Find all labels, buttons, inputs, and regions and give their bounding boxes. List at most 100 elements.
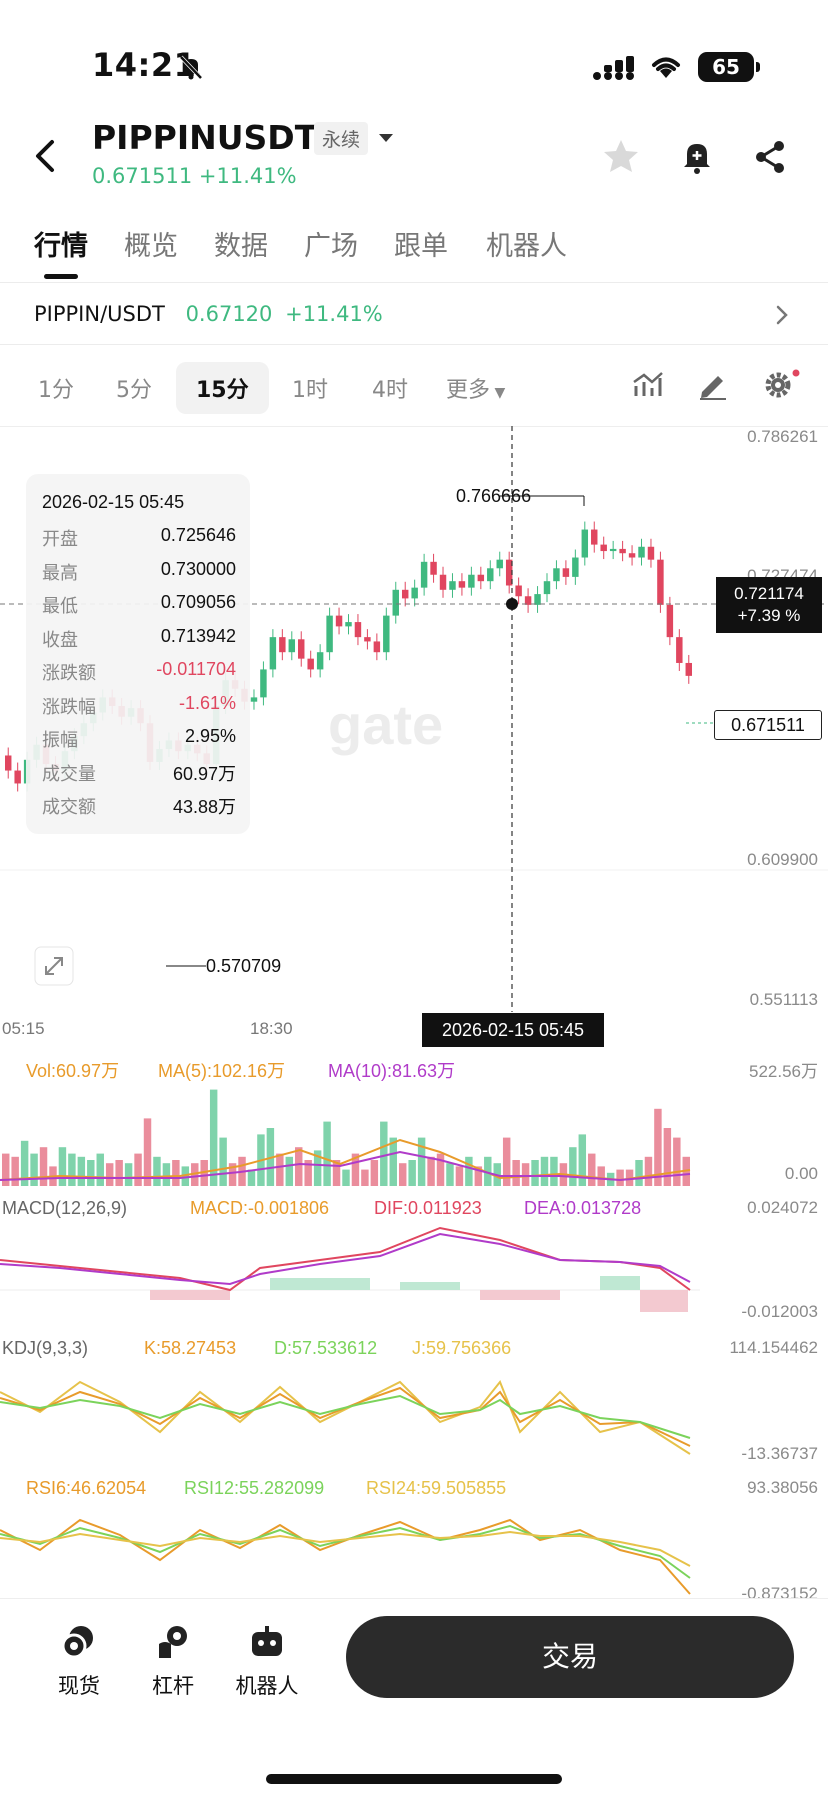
interval-4h[interactable]: 4时 [372,378,408,403]
candle [543,581,551,595]
interval-more-label: 更多 [446,378,491,403]
volume-bar [663,1128,672,1186]
kdj-k-line [0,1386,691,1447]
leverage-label: 杠杆 [152,1674,194,1698]
rsi12-line [0,1524,691,1579]
candle [279,637,286,653]
candle [335,615,343,627]
y-label-bottom: 0.551113 [749,990,818,1009]
expand-icon[interactable] [34,946,74,986]
info-value: 43.88万 [172,797,236,817]
volume-bar [455,1166,464,1186]
info-row-high: 最高 0.730000 [42,559,236,593]
caret-down-icon[interactable] [376,128,396,148]
info-key: 收盘 [42,629,78,650]
volume-bar [2,1153,10,1186]
volume-bar [398,1163,407,1186]
volume-bar [588,1153,596,1186]
volume-bar [351,1153,360,1186]
volume-bar [512,1160,520,1186]
candle [609,548,617,552]
wifi-icon [652,57,680,78]
chevron-right-icon[interactable] [772,302,792,328]
settings-gear-icon[interactable] [762,368,802,400]
info-key: 涨跌额 [42,663,96,683]
candle [657,559,664,605]
volume-bar [304,1160,312,1186]
candle [638,546,645,558]
share-icon[interactable] [752,138,788,176]
volume-bar [219,1137,227,1186]
info-value: 0.725646 [160,525,236,545]
volume-bar [635,1160,643,1186]
volume-bar [200,1160,208,1186]
bot-button[interactable]: 机器人 [222,1624,312,1700]
tab-overview[interactable]: 概览 [124,231,178,262]
volume-bar [39,1147,48,1186]
back-arrow-icon[interactable] [30,136,60,176]
interval-more[interactable]: 更多 ▼ [446,378,506,403]
spot-pair-name: PIPPIN/USDT [34,302,165,326]
vol-ma5-label: MA(5):102.16万 [158,1061,286,1081]
current-price-tag: 0.671511 [714,710,822,740]
indicator-icon[interactable] [632,370,664,400]
interval-1m[interactable]: 1分 [38,378,74,403]
leverage-icon [159,1626,187,1658]
volume-bar [389,1137,397,1186]
volume-bar [644,1156,653,1186]
high-marker-label: 0.766666 [456,486,531,506]
header-price: 0.671511 [92,164,193,188]
trade-button[interactable]: 交易 [346,1616,794,1698]
candle [326,615,333,653]
vol-min-label: 0.00 [784,1164,818,1183]
candle [600,544,607,552]
volume-bar [502,1137,511,1186]
candle [269,637,277,670]
bot-label: 机器人 [235,1674,299,1698]
crosshair-change: +7.39 % [737,606,801,625]
info-value: 2.95% [184,726,236,746]
battery-indicator: 65 [698,52,760,82]
spot-label: 现货 [58,1674,100,1698]
tab-market[interactable]: 行情 [34,231,88,262]
volume-bar [521,1163,530,1186]
alert-bell-icon[interactable] [680,138,714,176]
kdj-min-label: -13.36737 [741,1444,818,1463]
pair-divider [0,344,828,345]
candlestick-chart[interactable]: gate 0.766666 0.570709 05:15 [0,426,828,1012]
candle [496,559,503,569]
macd-histogram [150,1276,688,1312]
low-marker-label: 0.570709 [206,956,281,976]
star-icon[interactable] [602,138,640,174]
volume-bar [153,1156,161,1186]
spot-pair-change: +11.41% [285,302,383,326]
interval-5m[interactable]: 5分 [116,378,152,403]
symbol-title[interactable]: PIPPINUSDT [92,118,318,157]
interval-1h[interactable]: 1时 [292,378,328,403]
leverage-button[interactable]: 杠杆 [128,1624,218,1700]
volume-bar [323,1121,331,1186]
candle [392,589,399,616]
spot-button[interactable]: 现货 [34,1624,124,1700]
candle [553,568,560,582]
interval-15m[interactable]: 15分 [176,362,269,414]
macd-dea-line [0,1232,691,1286]
tab-data[interactable]: 数据 [214,231,268,262]
spot-pair-row[interactable]: PIPPIN/USDT 0.67120 +11.41% [34,302,383,326]
candle [572,557,579,577]
vol-max-label: 522.56万 [749,1062,818,1081]
volume-bar [465,1156,473,1186]
tab-bot[interactable]: 机器人 [486,231,567,262]
rsi12-label: RSI12:55.282099 [184,1478,325,1498]
volume-bar [616,1169,624,1186]
draw-pen-icon[interactable] [696,370,728,400]
candle [373,641,381,653]
volume-chart [0,1089,691,1186]
info-row-change-pct: 涨跌幅 -1.61% [42,693,236,727]
rsi24-line [0,1530,691,1567]
tab-copytrade[interactable]: 跟单 [394,231,448,262]
volume-bar [58,1147,67,1186]
tab-square[interactable]: 广场 [304,231,358,262]
info-row-turnover: 成交额 43.88万 [42,793,236,827]
volume-bar [172,1160,180,1186]
